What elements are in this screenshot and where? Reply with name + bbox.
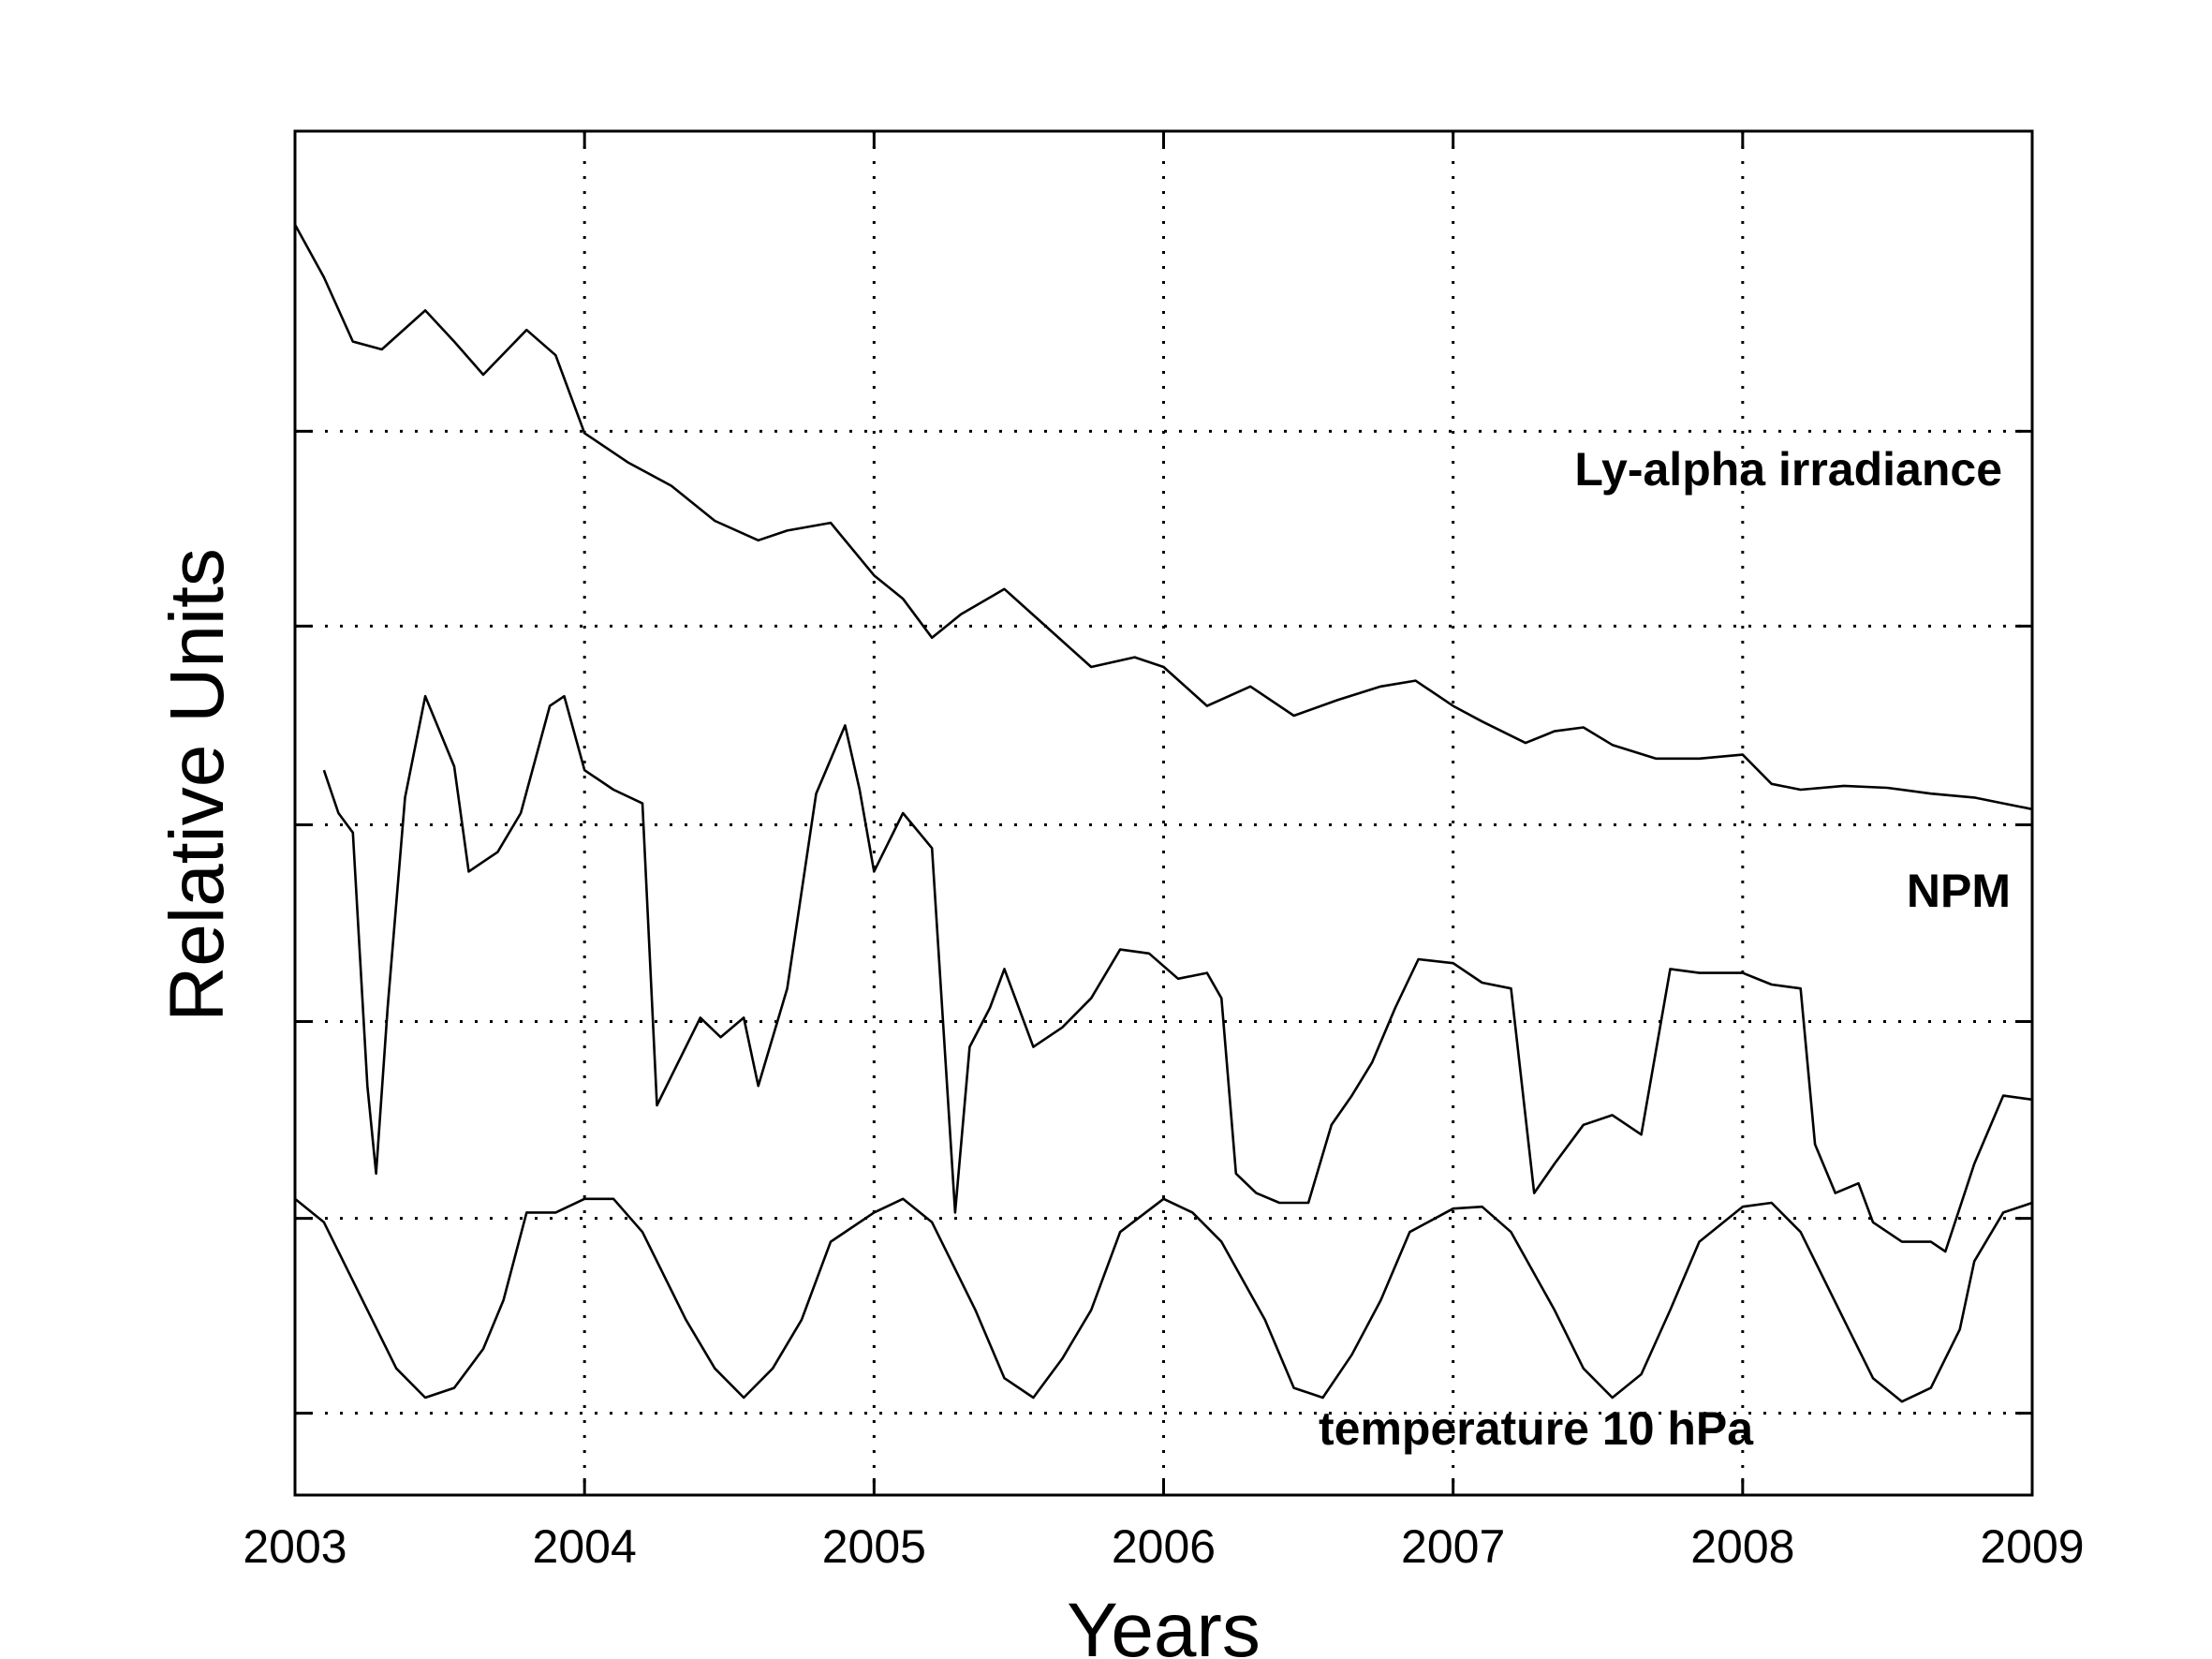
series-line-temperature-10-hpa <box>294 1197 2033 1403</box>
x-tick-label: 2003 <box>243 1520 347 1573</box>
x-tick-label: 2009 <box>1980 1520 2084 1573</box>
x-tick-label: 2004 <box>533 1520 637 1573</box>
series-line-npm <box>322 694 2033 1253</box>
grid-layer <box>295 131 2032 1495</box>
x-tick-label: 2008 <box>1690 1520 1794 1573</box>
series-label-npm: NPM <box>1907 865 2011 917</box>
series-line-ly-alpha-irradiance <box>293 224 2033 811</box>
x-tick-label: 2007 <box>1401 1520 1505 1573</box>
series-label-ly-alpha-irradiance: Ly-alpha irradiance <box>1574 443 2002 496</box>
series-label-temperature-10-hpa: temperature 10 hPa <box>1319 1402 1754 1455</box>
plot-frame <box>293 129 2034 1497</box>
tick-layer: 2003 2004 2005 2006 2007 2008 2009 <box>243 131 2085 1573</box>
y-axis-title: Relative Units <box>155 548 240 1022</box>
series-layer <box>293 224 2033 1403</box>
x-tick-label: 2006 <box>1112 1520 1216 1573</box>
label-layer: Ly-alpha irradiance NPM temperature 10 hPa <box>1319 443 2011 1455</box>
x-axis-title: Years <box>1067 1588 1261 1659</box>
x-tick-label: 2005 <box>822 1520 926 1573</box>
